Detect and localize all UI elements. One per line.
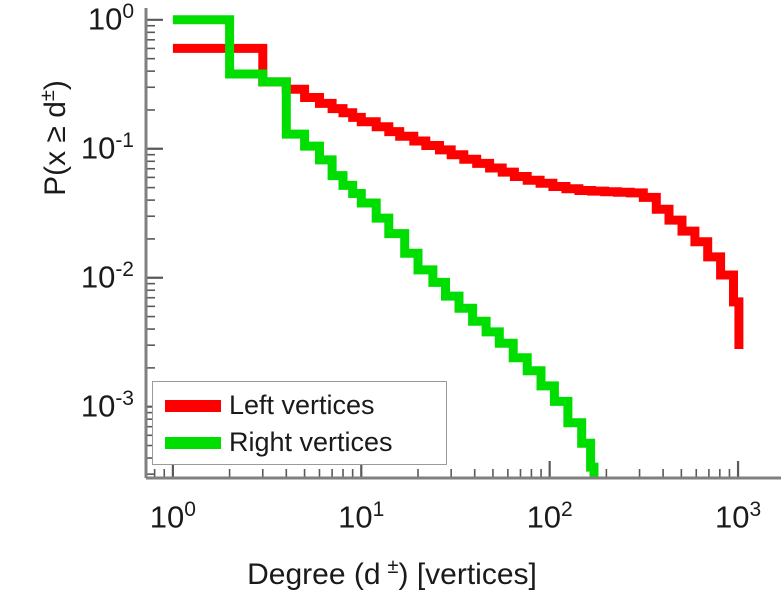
series-left-vertices [172,43,744,349]
y-tick-label-1: 10-1 [80,128,134,166]
y-tick-label-0: 100 [87,0,134,37]
x-tick-label-1: 101 [338,498,385,535]
y-tick-label-2: 10-2 [80,257,134,295]
y-tick-label-3: 10-3 [80,386,134,424]
x-axis-title: Degree (d ±) [vertices] [0,556,784,592]
legend-item-left-vertices[interactable]: Left vertices [165,387,446,424]
legend-label-right-vertices: Right vertices [229,427,393,457]
legend-item-right-vertices[interactable]: Right vertices [165,424,446,461]
x-axis-title-text-post: ) [vertices] [398,558,537,591]
x-axis-title-superscript: ± [387,556,399,578]
y-axis-title-text: P(x ≥ d [39,101,72,196]
legend-label-left-vertices: Left vertices [229,390,375,420]
x-tick-label-2: 102 [526,498,573,535]
x-tick-label-3: 103 [714,498,762,535]
x-axis-title-text: Degree (d [247,558,381,591]
data-series-layer [172,15,744,478]
series-right-vertices [172,15,599,478]
y-axis-title: P(x ≥ d±) [37,0,73,288]
y-axis-title-superscript: ± [37,90,59,102]
axis-frame-layer [144,8,781,480]
legend-swatch-right-vertices [165,436,221,449]
chart-legend: Left vertices Right vertices [152,381,447,465]
x-tick-label-0: 100 [149,498,196,535]
y-axis-title-text-post: ) [39,80,72,91]
legend-swatch-left-vertices [165,399,221,412]
